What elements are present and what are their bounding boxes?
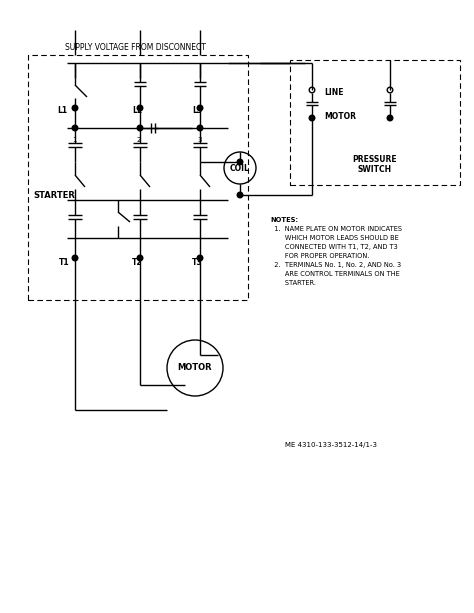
Circle shape bbox=[197, 255, 203, 261]
Bar bbox=[290, 60, 460, 185]
Text: L1: L1 bbox=[57, 105, 67, 115]
Text: ME 4310-133-3512-14/1-3: ME 4310-133-3512-14/1-3 bbox=[285, 442, 377, 448]
Circle shape bbox=[72, 105, 78, 111]
Text: COIL: COIL bbox=[230, 164, 250, 172]
Circle shape bbox=[237, 192, 243, 198]
Text: T3: T3 bbox=[192, 257, 202, 267]
Text: STARTER.: STARTER. bbox=[270, 280, 316, 286]
Text: 1: 1 bbox=[72, 137, 76, 143]
Text: 3: 3 bbox=[197, 137, 201, 143]
Text: WHICH MOTOR LEADS SHOULD BE: WHICH MOTOR LEADS SHOULD BE bbox=[270, 235, 399, 241]
Text: FOR PROPER OPERATION.: FOR PROPER OPERATION. bbox=[270, 253, 369, 259]
Text: NOTES:: NOTES: bbox=[270, 217, 298, 223]
Text: MOTOR: MOTOR bbox=[178, 364, 212, 373]
Text: SUPPLY VOLTAGE FROM DISCONNECT: SUPPLY VOLTAGE FROM DISCONNECT bbox=[65, 42, 206, 51]
Circle shape bbox=[197, 105, 203, 111]
Text: LINE: LINE bbox=[324, 88, 344, 96]
Circle shape bbox=[72, 255, 78, 261]
Text: STARTER: STARTER bbox=[33, 191, 75, 199]
Text: T2: T2 bbox=[132, 257, 143, 267]
Circle shape bbox=[137, 105, 143, 111]
Circle shape bbox=[237, 159, 243, 165]
Text: PRESSURE
SWITCH: PRESSURE SWITCH bbox=[353, 155, 397, 175]
Circle shape bbox=[137, 255, 143, 261]
Text: L2: L2 bbox=[132, 105, 142, 115]
Circle shape bbox=[137, 125, 143, 131]
Text: L3: L3 bbox=[192, 105, 202, 115]
Circle shape bbox=[309, 115, 315, 121]
Circle shape bbox=[197, 125, 203, 131]
Text: 2.  TERMINALS No. 1, No. 2, AND No. 3: 2. TERMINALS No. 1, No. 2, AND No. 3 bbox=[270, 262, 401, 268]
Text: 2: 2 bbox=[137, 137, 141, 143]
Circle shape bbox=[387, 115, 393, 121]
Text: CONNECTED WITH T1, T2, AND T3: CONNECTED WITH T1, T2, AND T3 bbox=[270, 244, 398, 250]
Text: ARE CONTROL TERMINALS ON THE: ARE CONTROL TERMINALS ON THE bbox=[270, 271, 400, 277]
Text: 1.  NAME PLATE ON MOTOR INDICATES: 1. NAME PLATE ON MOTOR INDICATES bbox=[270, 226, 402, 232]
Text: T1: T1 bbox=[59, 257, 70, 267]
Text: MOTOR: MOTOR bbox=[324, 112, 356, 121]
Circle shape bbox=[72, 125, 78, 131]
Bar bbox=[28, 55, 248, 300]
